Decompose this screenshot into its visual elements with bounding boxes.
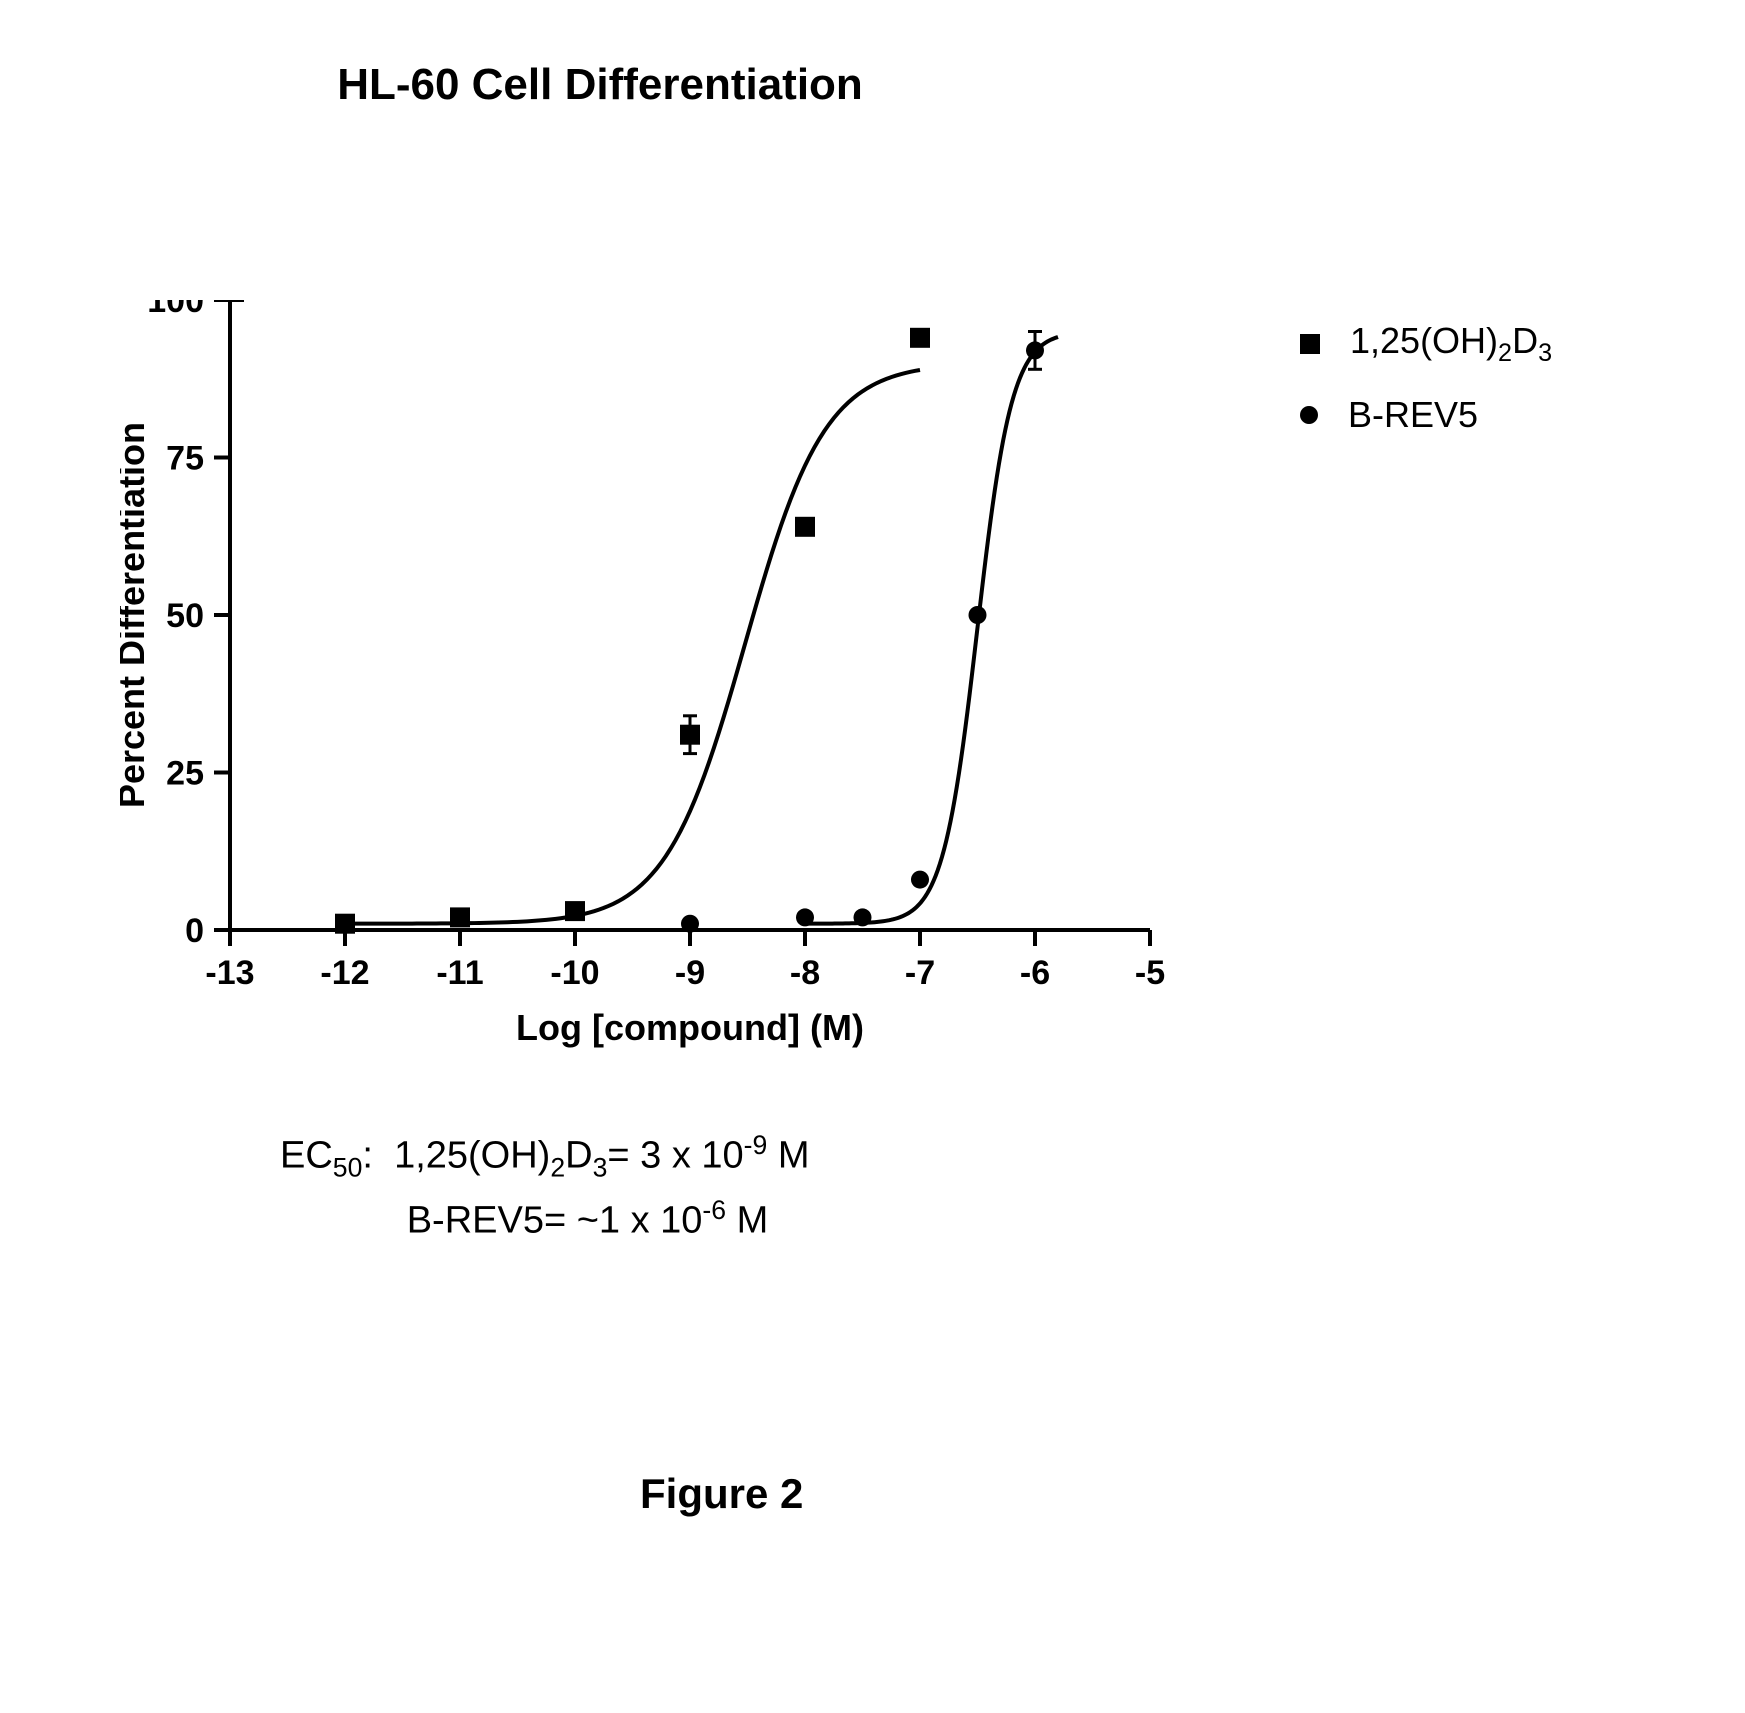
legend-item: 1,25(OH)2D3	[1300, 320, 1552, 368]
chart-title: HL-60 Cell Differentiation	[0, 60, 1200, 110]
svg-text:-12: -12	[320, 954, 369, 992]
chart-svg: -13 -12 -11 -10 -9 -8 -7 -6 -5 0 25 50 75 100 Log [com…	[120, 300, 1280, 1060]
svg-text:50: 50	[166, 597, 204, 635]
circle-marker-icon	[1300, 406, 1318, 424]
svg-text:-9: -9	[675, 954, 705, 992]
square-marker-icon	[1300, 334, 1320, 354]
svg-text:-11: -11	[436, 954, 483, 992]
legend-item: B-REV5	[1300, 394, 1552, 436]
svg-text:Percent Differentiation: Percent Differentiation	[120, 422, 152, 808]
legend-label: B-REV5	[1348, 394, 1478, 436]
svg-text:-5: -5	[1135, 954, 1165, 992]
svg-text:-6: -6	[1020, 954, 1050, 992]
svg-text:Log [compound] (M): Log [compound] (M)	[516, 1007, 864, 1048]
svg-text:25: 25	[166, 755, 204, 793]
figure-label: Figure 2	[640, 1470, 803, 1518]
svg-text:0: 0	[185, 912, 204, 950]
page: HL-60 Cell Differentiation -13-12-11-10-…	[0, 0, 1745, 1713]
ec50-annotation: EC50: 1,25(OH)2D3= 3 x 10-9 M B-REV5= ~1…	[280, 1130, 810, 1255]
svg-text:-7: -7	[905, 954, 935, 992]
svg-text:75: 75	[166, 440, 204, 478]
plot-area-wrap: -13 -12 -11 -10 -9 -8 -7 -6 -5 0 25 50 75 100 Log [com…	[120, 300, 1280, 1060]
svg-text:-13: -13	[205, 954, 254, 992]
svg-text:-8: -8	[790, 954, 820, 992]
legend: 1,25(OH)2D3 B-REV5	[1300, 320, 1552, 462]
legend-label: 1,25(OH)2D3	[1350, 320, 1552, 368]
ec50-line: EC50: 1,25(OH)2D3= 3 x 10-9 M	[280, 1130, 810, 1183]
svg-text:-10: -10	[550, 954, 599, 992]
svg-text:100: 100	[147, 300, 204, 320]
ec50-line: B-REV5= ~1 x 10-6 M	[280, 1195, 810, 1243]
